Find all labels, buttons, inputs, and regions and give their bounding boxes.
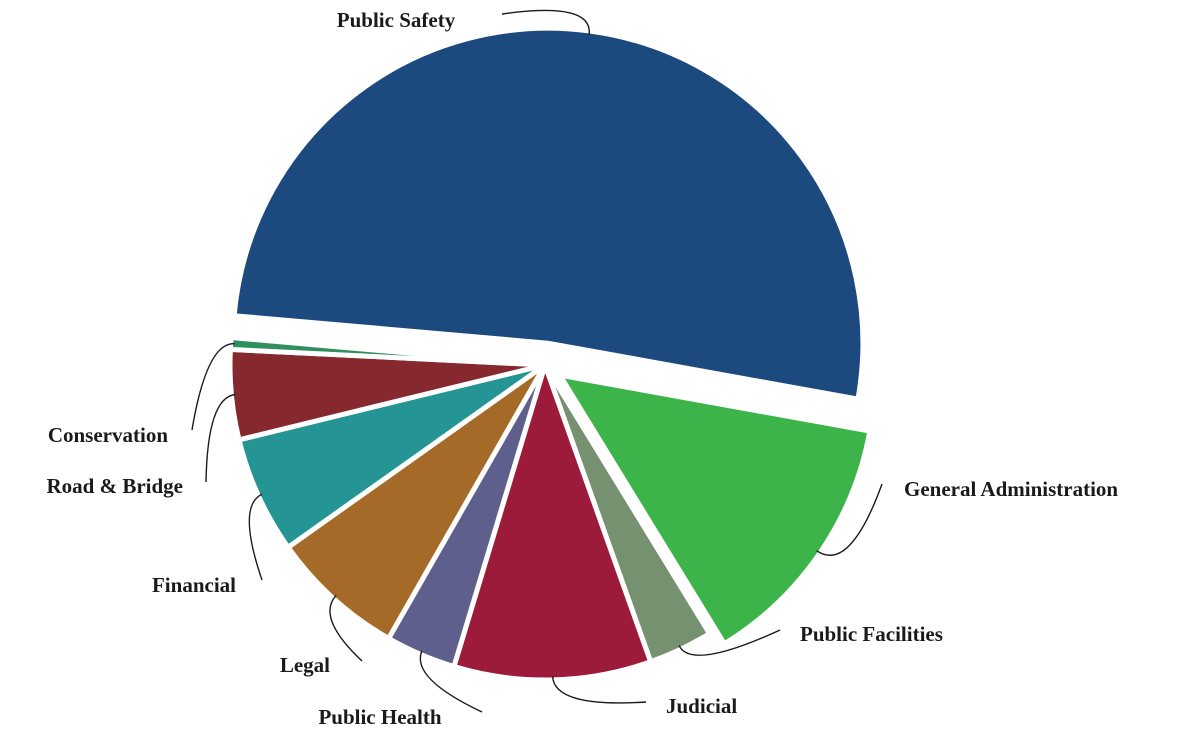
- leader-line-road-and-bridge: [205, 393, 236, 483]
- label-conservation: Conservation: [48, 423, 168, 447]
- leader-line-conservation: [191, 342, 235, 431]
- leader-line-public-safety: [501, 9, 590, 35]
- pie-slice-public-safety: [231, 25, 866, 403]
- leader-line-legal: [329, 594, 363, 662]
- label-legal: Legal: [280, 653, 330, 677]
- label-public-health: Public Health: [318, 705, 441, 729]
- label-public-safety: Public Safety: [337, 8, 456, 32]
- leader-line-financial: [248, 493, 263, 581]
- label-general-administration: General Administration: [904, 477, 1118, 501]
- leader-line-public-facilities: [678, 629, 781, 656]
- leader-line-public-health: [419, 650, 483, 713]
- label-judicial: Judicial: [666, 694, 737, 718]
- label-financial: Financial: [152, 573, 236, 597]
- label-road-and-bridge: Road & Bridge: [47, 474, 184, 498]
- leader-line-general-administration: [816, 483, 883, 556]
- leader-line-judicial: [551, 675, 647, 704]
- label-public-facilities: Public Facilities: [800, 622, 943, 646]
